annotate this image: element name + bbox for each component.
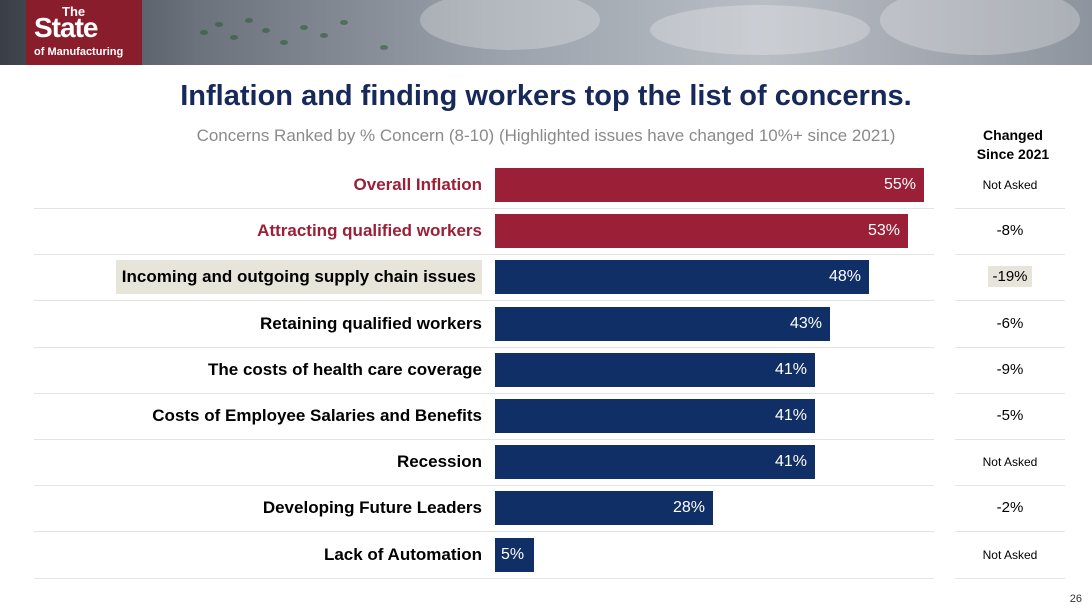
bar-value-label: 48%	[828, 268, 861, 285]
bar	[495, 399, 815, 433]
row-divider	[34, 347, 934, 348]
changed-value-text: -8%	[996, 222, 1024, 239]
row-divider	[955, 439, 1065, 440]
row-divider	[34, 485, 934, 486]
changed-header-line-1: Changed	[983, 127, 1043, 143]
changed-value-text: Not Asked	[982, 178, 1038, 192]
category-label: Incoming and outgoing supply chain issue…	[115, 260, 482, 294]
changed-value-text: Not Asked	[982, 455, 1038, 469]
bar	[495, 168, 924, 202]
row-divider	[955, 485, 1065, 486]
logo: The State of Manufacturing	[26, 0, 142, 65]
category-label: Attracting qualified workers	[257, 221, 482, 240]
logo-line-2: State	[34, 12, 98, 43]
changed-value-text: -6%	[996, 315, 1024, 332]
changed-value-text: -5%	[996, 407, 1024, 424]
logo-line-1: The	[62, 4, 86, 19]
changed-value: Not Asked	[955, 538, 1065, 572]
row-divider	[955, 578, 1065, 579]
bar-value-label: 41%	[774, 361, 807, 378]
bar	[495, 491, 713, 525]
bar-value-label: 43%	[789, 315, 822, 332]
changed-value: -9%	[955, 353, 1065, 387]
category-label: Developing Future Leaders	[262, 498, 482, 517]
changed-since-header: Changed Since 2021	[960, 126, 1066, 164]
bar	[495, 538, 534, 572]
changed-value: -19%	[955, 260, 1065, 294]
chart-subtitle: Concerns Ranked by % Concern (8-10) (Hig…	[196, 126, 896, 145]
page-title: Inflation and finding workers top the li…	[180, 80, 912, 112]
changed-value: Not Asked	[955, 445, 1065, 479]
category-label: Costs of Employee Salaries and Benefits	[152, 406, 482, 425]
row-divider	[34, 578, 934, 579]
row-divider	[955, 208, 1065, 209]
row-divider	[34, 254, 934, 255]
bar-value-label: 5%	[501, 546, 525, 563]
row-divider	[955, 531, 1065, 532]
category-label: The costs of health care coverage	[208, 360, 482, 379]
header-banner: The State of Manufacturing	[0, 0, 1092, 65]
bar	[495, 307, 830, 341]
bar-value-label: 53%	[867, 222, 900, 239]
category-label: Lack of Automation	[323, 545, 482, 564]
bar-value-label: 55%	[883, 176, 916, 193]
row-divider	[955, 347, 1065, 348]
category-label: Overall Inflation	[353, 175, 482, 194]
logo-line-3: of Manufacturing	[34, 46, 124, 58]
changed-value: -6%	[955, 307, 1065, 341]
bar	[495, 353, 815, 387]
changed-value: -8%	[955, 214, 1065, 248]
row-divider	[34, 300, 934, 301]
bar	[495, 445, 815, 479]
changed-value-text: Not Asked	[982, 548, 1038, 562]
row-divider	[955, 300, 1065, 301]
changed-value-text: -19%	[988, 266, 1032, 287]
row-divider	[955, 254, 1065, 255]
row-divider	[34, 393, 934, 394]
row-divider	[34, 208, 934, 209]
row-divider	[34, 439, 934, 440]
page-number: 26	[1069, 593, 1082, 605]
bar	[495, 260, 869, 294]
changed-value: Not Asked	[955, 168, 1065, 202]
changed-value-text: -9%	[996, 361, 1024, 378]
changed-value: -2%	[955, 491, 1065, 525]
bar-value-label: 28%	[672, 499, 705, 516]
row-divider	[955, 393, 1065, 394]
bar-value-label: 41%	[774, 407, 807, 424]
changed-header-line-2: Since 2021	[976, 146, 1050, 162]
changed-value: -5%	[955, 399, 1065, 433]
bar-value-label: 41%	[774, 453, 807, 470]
row-divider	[34, 531, 934, 532]
bar	[495, 214, 908, 248]
changed-value-text: -2%	[996, 499, 1024, 516]
category-label: Recession	[396, 452, 482, 471]
category-label: Retaining qualified workers	[260, 314, 482, 333]
